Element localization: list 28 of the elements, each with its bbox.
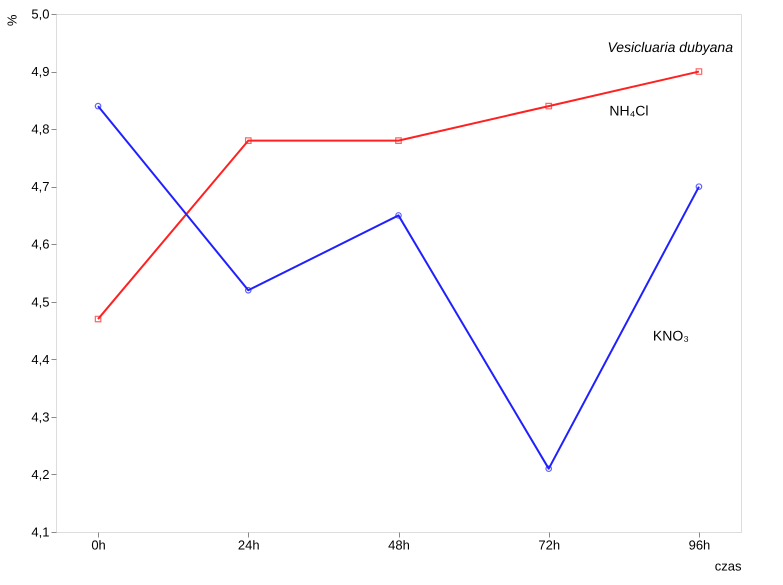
text: Vesicluaria dubyana <box>607 39 734 55</box>
y-tick-label: 4,4 <box>31 352 50 367</box>
point <box>94 316 102 322</box>
y-tick-label: 4,2 <box>31 466 50 482</box>
x-tick-label: 72h <box>538 538 560 552</box>
point <box>244 137 252 144</box>
x-tick-label: 24h <box>238 538 260 552</box>
point <box>545 465 552 472</box>
x-tick-label: 48h <box>388 538 410 552</box>
point <box>395 137 402 144</box>
y-tick-label: 4,6 <box>31 236 50 252</box>
point <box>696 68 702 75</box>
x-tick-label: 0h <box>91 538 106 552</box>
y-tick-label: 4,1 <box>31 524 50 540</box>
y-axis-title: % <box>4 14 20 26</box>
series-label: KNO₃ <box>652 328 689 344</box>
y-tick-label: 4,5 <box>31 294 50 310</box>
x-tick-label: 96h <box>688 538 710 552</box>
y-tick-label: 4,8 <box>31 122 50 137</box>
y-tick-label: 4,7 <box>31 179 50 194</box>
x-axis-title: czas <box>714 558 742 574</box>
y-tick-label: 4,9 <box>31 64 50 80</box>
point <box>244 286 252 294</box>
point <box>395 212 402 219</box>
series-label: NH₄Cl <box>609 102 649 119</box>
point <box>545 102 552 110</box>
y-tick-label: 5,0 <box>31 6 50 22</box>
y-tick-label: 4,3 <box>31 409 50 424</box>
